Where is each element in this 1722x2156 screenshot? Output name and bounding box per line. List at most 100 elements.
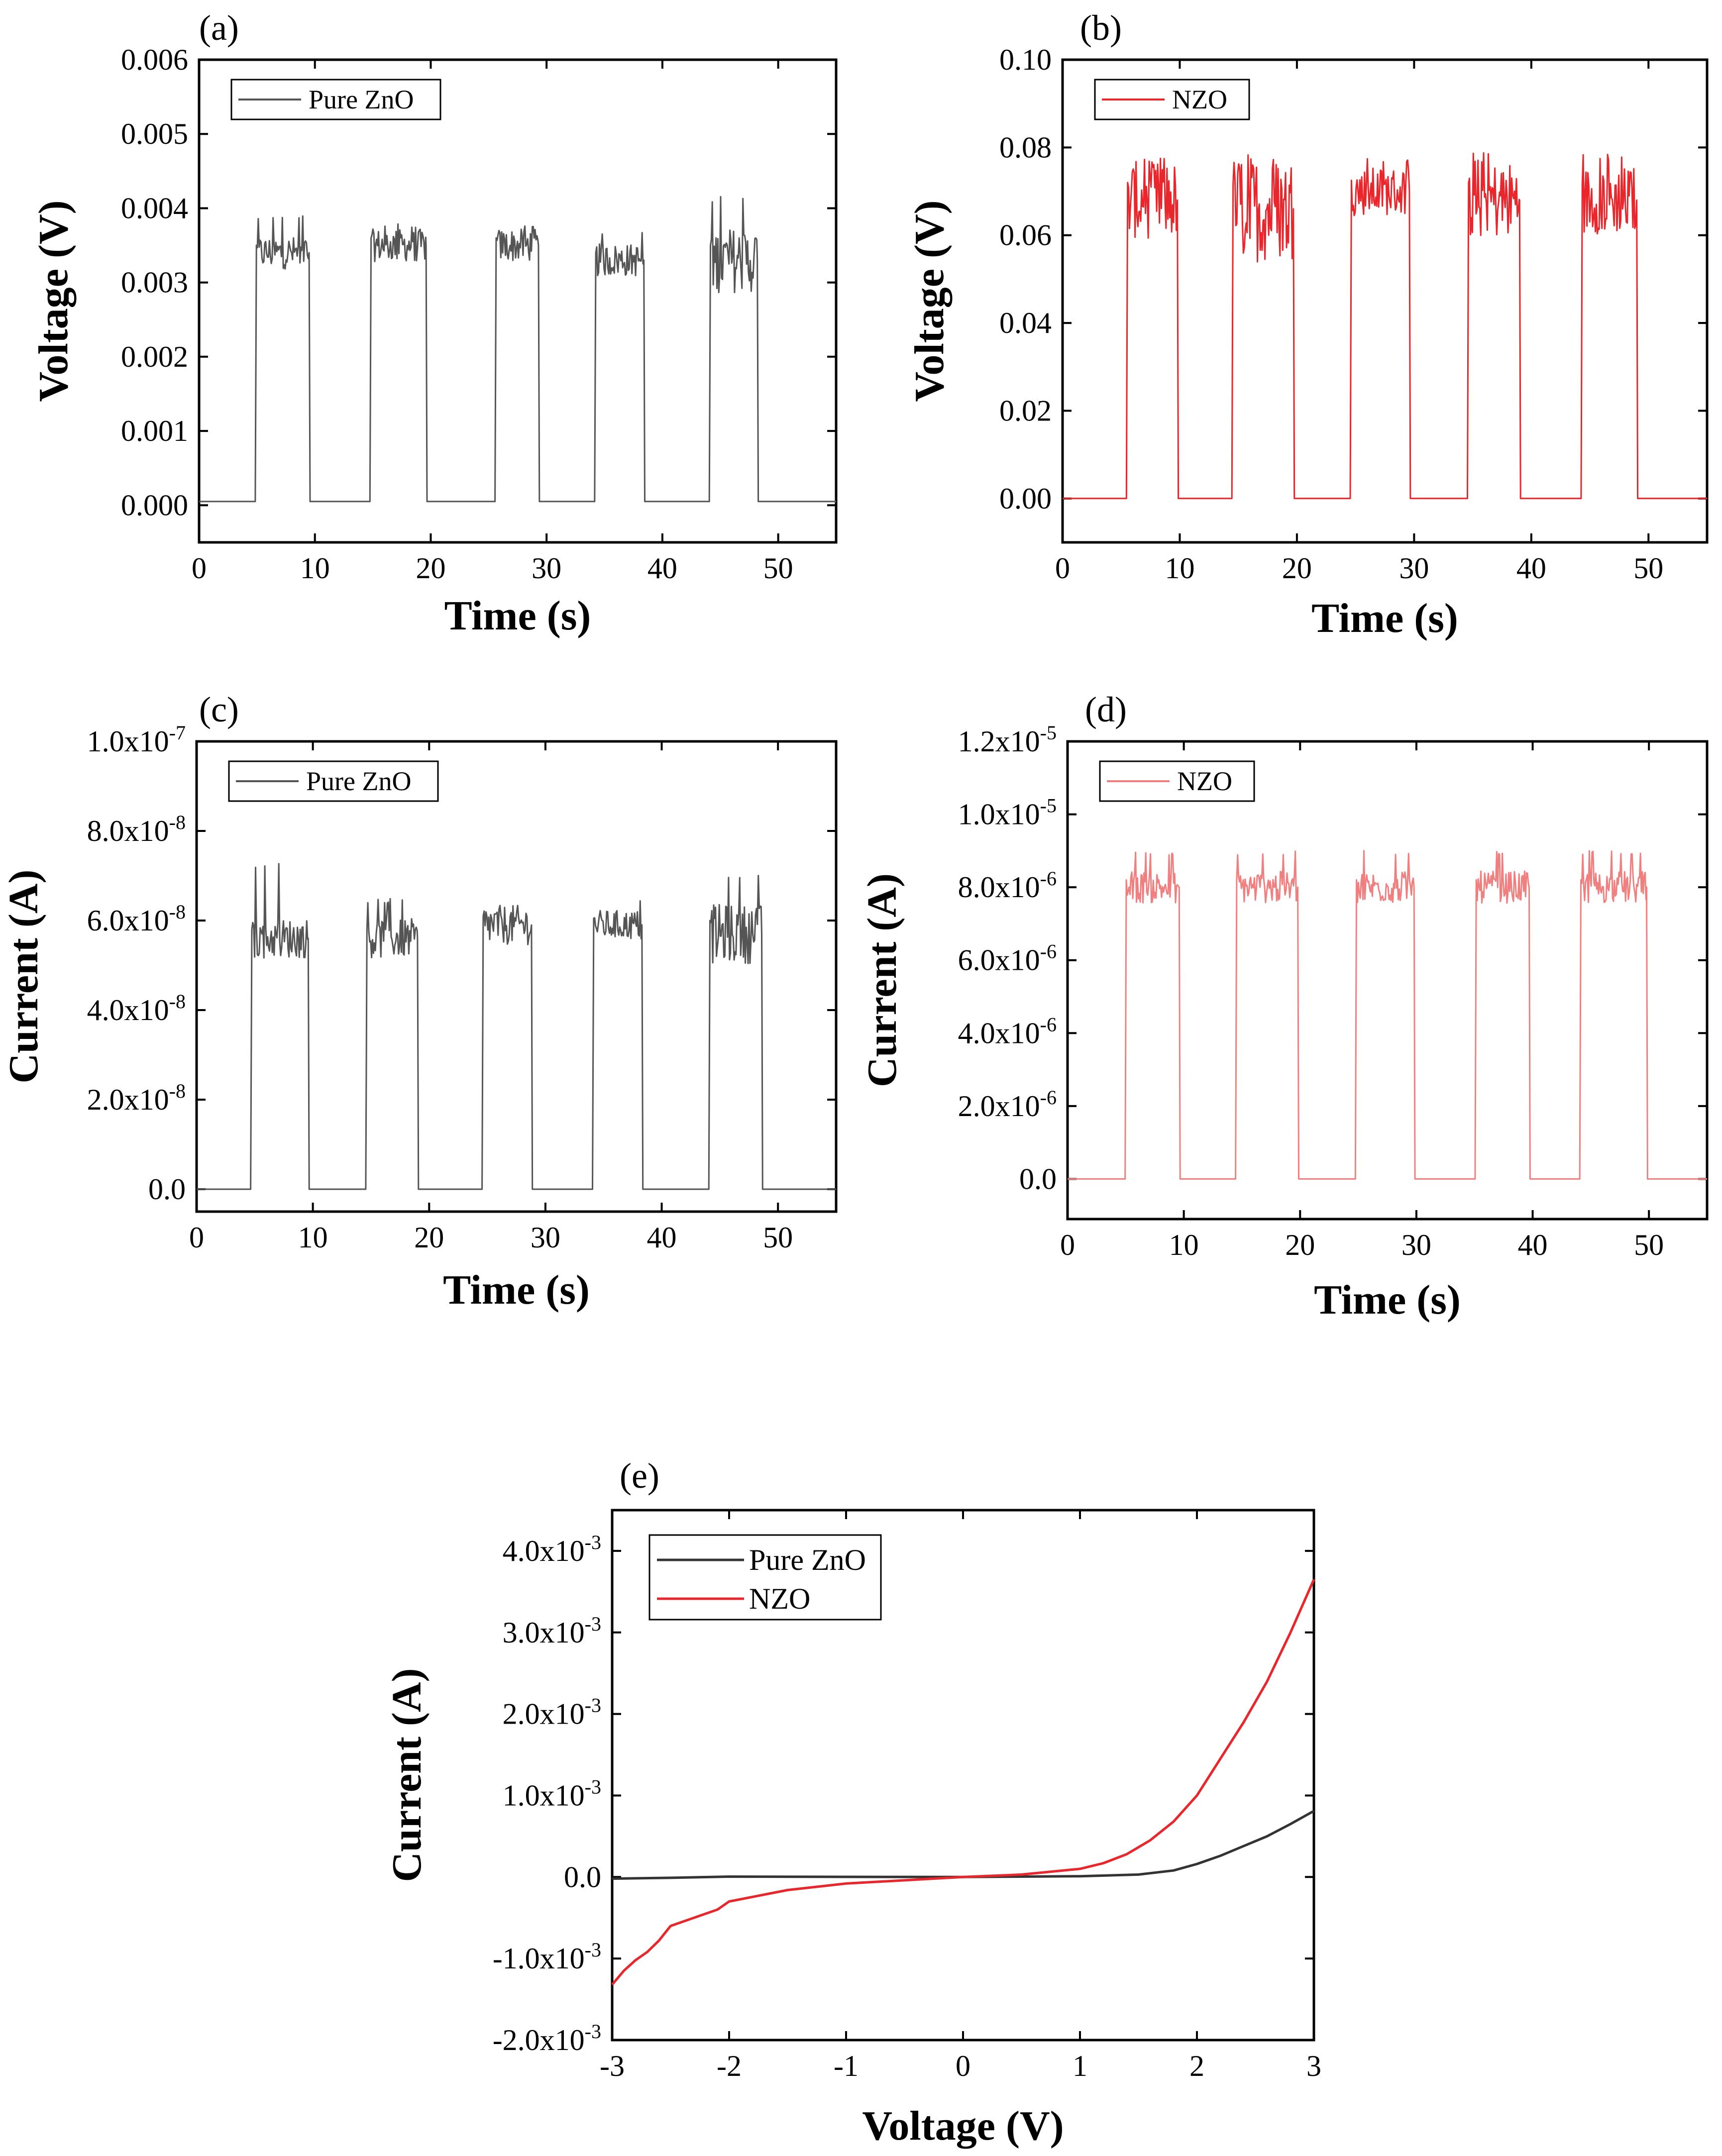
legend-box [1099,760,1255,802]
y-tick-label: 0.006 [121,43,188,76]
x-tick-label: 30 [1399,552,1429,585]
y-tick-label: 3.0x10-3 [503,1613,601,1649]
y-tick-label: 0.002 [121,340,188,373]
x-tick-label: 10 [1169,1229,1199,1261]
x-tick-label: -1 [834,2050,859,2082]
y-tick-label: 1.0x10-7 [87,721,186,758]
panel-label: (e) [620,1456,659,1496]
y-tick-label: 0.0 [564,1860,601,1893]
legend-label: NZO [749,1582,810,1615]
panel-e: -3 -2 -1 0 1 2 3 -2.0x10-3 -1.0x10-3 0.0 1.0x10-3 2… [384,1456,1321,2149]
y-tick-label: 0.04 [999,307,1052,339]
series-line-nzo [611,1579,1315,1986]
panel-label: (d) [1085,690,1127,729]
x-tick-label: 20 [1282,552,1312,585]
x-axis-title: Time (s) [1311,595,1458,641]
y-tick-label: 6.0x10-6 [958,940,1057,977]
y-tick-label: 2.0x10-3 [503,1694,601,1731]
x-tick-label: 2 [1189,2050,1204,2082]
x-tick-label: 30 [532,552,561,585]
y-tick-label: 8.0x10-8 [87,811,186,847]
panel-b: 0 10 20 30 40 50 0.00 0.02 0.04 0.06 0.08 0.10 (b) Ti… [906,8,1709,641]
legend-label: Pure ZnO [309,85,414,114]
x-tick-label: 20 [1285,1229,1315,1261]
y-tick-label: 1.2x10-5 [958,721,1057,758]
y-axis-title: Current (A) [0,869,47,1083]
x-tick-label: 0 [1055,552,1070,585]
legend-label: NZO [1172,85,1227,114]
x-tick-label: 10 [1165,552,1194,585]
plot-frame [1066,740,1709,1221]
y-tick-label: 0.02 [999,394,1052,427]
x-tick-label: -2 [717,2050,742,2082]
y-tick-label: 0.0 [148,1173,186,1206]
x-tick-label: 50 [1634,1229,1664,1261]
x-tick-label: 0 [192,552,207,585]
y-tick-label: 0.004 [121,192,188,224]
x-tick-label: 40 [647,552,677,585]
x-tick-label: 30 [531,1221,560,1254]
y-axis-title: Current (A) [859,873,905,1087]
x-tick-label: 50 [763,1221,793,1254]
series-line-nzo [1068,850,1707,1180]
x-tick-label: 3 [1306,2050,1321,2082]
y-tick-label: 0.005 [121,117,188,150]
y-tick-label: 6.0x10-8 [87,901,186,937]
x-axis-title: Time (s) [1314,1277,1461,1323]
plot-frame [1061,58,1709,544]
x-tick-label: -3 [600,2050,625,2082]
series-line-nzo [1063,152,1707,500]
legend-box [648,1534,882,1621]
panel-label: (a) [199,8,239,48]
y-tick-label: 0.00 [999,482,1052,515]
y-tick-label: 4.0x10-8 [87,990,186,1027]
legend-label: Pure ZnO [306,766,411,796]
y-tick-label: -2.0x10-3 [493,2020,601,2056]
panel-d: 0 10 20 30 40 50 0.0 2.0x10-6 4.0x10-6 6.0x10-6 8.… [859,690,1709,1323]
x-tick-label: 20 [414,1221,444,1254]
x-tick-label: 10 [300,552,330,585]
x-tick-label: 40 [1516,552,1546,585]
y-tick-label: 1.0x10-5 [958,795,1057,831]
x-axis-title: Time (s) [443,1267,590,1313]
y-tick-label: 1.0x10-3 [503,1775,601,1812]
y-tick-label: -1.0x10-3 [493,1939,601,1975]
x-tick-label: 40 [1518,1229,1548,1261]
x-tick-label: 1 [1073,2050,1087,2082]
y-tick-label: 0.000 [121,489,188,521]
y-tick-label: 0.08 [999,131,1052,164]
legend-label: Pure ZnO [749,1543,866,1576]
y-tick-label: 0.06 [999,219,1052,252]
x-tick-label: 50 [1633,552,1663,585]
y-tick-label: 2.0x10-6 [958,1086,1057,1123]
x-tick-label: 0 [1060,1229,1075,1261]
plot-frame [198,58,838,544]
y-tick-label: 0.0 [1019,1162,1057,1195]
y-tick-label: 4.0x10-6 [958,1013,1057,1049]
x-tick-label: 20 [416,552,445,585]
plot-frame [195,740,838,1213]
y-axis-title: Voltage (V) [30,200,77,402]
y-axis-title: Voltage (V) [906,200,953,402]
legend-label: NZO [1177,766,1232,796]
y-tick-label: 0.10 [999,43,1052,76]
x-tick-label: 30 [1401,1229,1431,1261]
y-tick-label: 4.0x10-3 [503,1531,601,1567]
y-tick-label: 0.003 [121,266,188,299]
x-tick-label: 40 [647,1221,677,1254]
series-line-pure-zno [199,196,836,503]
panel-a: 0 10 20 30 40 50 0.000 0.001 0.002 0.003 0.004 0.00… [30,8,838,639]
y-tick-label: 0.001 [121,414,188,447]
panel-label: (b) [1080,8,1122,48]
panel-label: (c) [199,690,239,729]
y-tick-label: 2.0x10-8 [87,1080,186,1116]
series-line-pure-zno [612,1810,1315,1880]
x-tick-label: 0 [189,1221,204,1254]
x-tick-label: 10 [298,1221,328,1254]
x-tick-label: 0 [956,2050,970,2082]
x-tick-label: 50 [763,552,793,585]
y-tick-label: 8.0x10-6 [958,867,1057,904]
panel-c: 0 10 20 30 40 50 0.0 2.0x10-8 4.0x10-8 6.0x10-8 8.… [0,690,838,1313]
series-line-pure-zno [197,863,836,1190]
